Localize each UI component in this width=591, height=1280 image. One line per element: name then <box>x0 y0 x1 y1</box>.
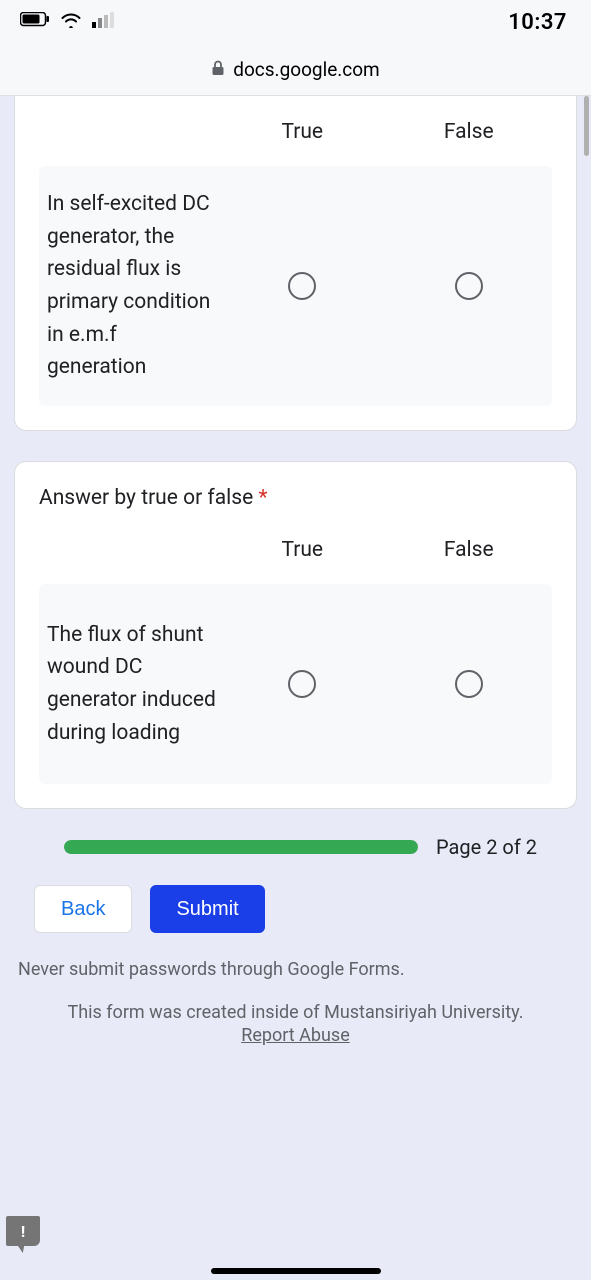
progress-track <box>64 840 418 854</box>
report-abuse-link[interactable]: Report Abuse <box>14 1025 577 1046</box>
back-button[interactable]: Back <box>34 885 132 933</box>
lock-icon <box>211 58 225 81</box>
page-background: True False In self-excited DC generator,… <box>0 96 591 1280</box>
signal-icon <box>92 12 116 32</box>
status-bar: 10:37 <box>0 0 591 44</box>
battery-icon <box>20 12 50 32</box>
question-title-2: Answer by true or false * <box>39 486 552 510</box>
col-header-false-2: False <box>386 538 553 562</box>
required-star: * <box>258 486 267 510</box>
submit-button[interactable]: Submit <box>150 885 264 933</box>
status-time: 10:37 <box>508 10 567 35</box>
row-label-2: The flux of shunt wound DC generator ind… <box>39 619 219 749</box>
org-line: This form was created inside of Mustansi… <box>14 1002 577 1023</box>
url-domain: docs.google.com <box>233 58 379 81</box>
progress-fill <box>64 840 418 854</box>
home-indicator[interactable] <box>211 1268 381 1274</box>
scroll-indicator[interactable] <box>584 96 589 156</box>
progress-row: Page 2 of 2 <box>14 835 577 859</box>
grid-header-1: True False <box>39 120 552 144</box>
col-header-true-2: True <box>219 538 386 562</box>
browser-url-bar[interactable]: docs.google.com <box>0 44 591 96</box>
progress-label: Page 2 of 2 <box>436 835 537 859</box>
grid-row-2: The flux of shunt wound DC generator ind… <box>39 584 552 784</box>
question-card-2: Answer by true or false * True False The… <box>14 461 577 809</box>
grid-row-1: In self-excited DC generator, the residu… <box>39 166 552 406</box>
password-disclaimer: Never submit passwords through Google Fo… <box>14 959 577 980</box>
button-row: Back Submit <box>14 885 577 933</box>
radio-q2-true[interactable] <box>288 670 316 698</box>
col-header-true: True <box>219 120 386 144</box>
radio-q1-true[interactable] <box>288 272 316 300</box>
radio-q2-false[interactable] <box>455 670 483 698</box>
feedback-icon[interactable]: ! <box>6 1216 40 1246</box>
col-header-false: False <box>386 120 553 144</box>
grid-header-2: True False <box>39 538 552 562</box>
row-label-1: In self-excited DC generator, the residu… <box>39 188 219 383</box>
question-title-2-text: Answer by true or false <box>39 486 253 510</box>
question-card-1: True False In self-excited DC generator,… <box>14 96 577 431</box>
radio-q1-false[interactable] <box>455 272 483 300</box>
status-left <box>20 12 116 32</box>
wifi-icon <box>60 12 82 32</box>
